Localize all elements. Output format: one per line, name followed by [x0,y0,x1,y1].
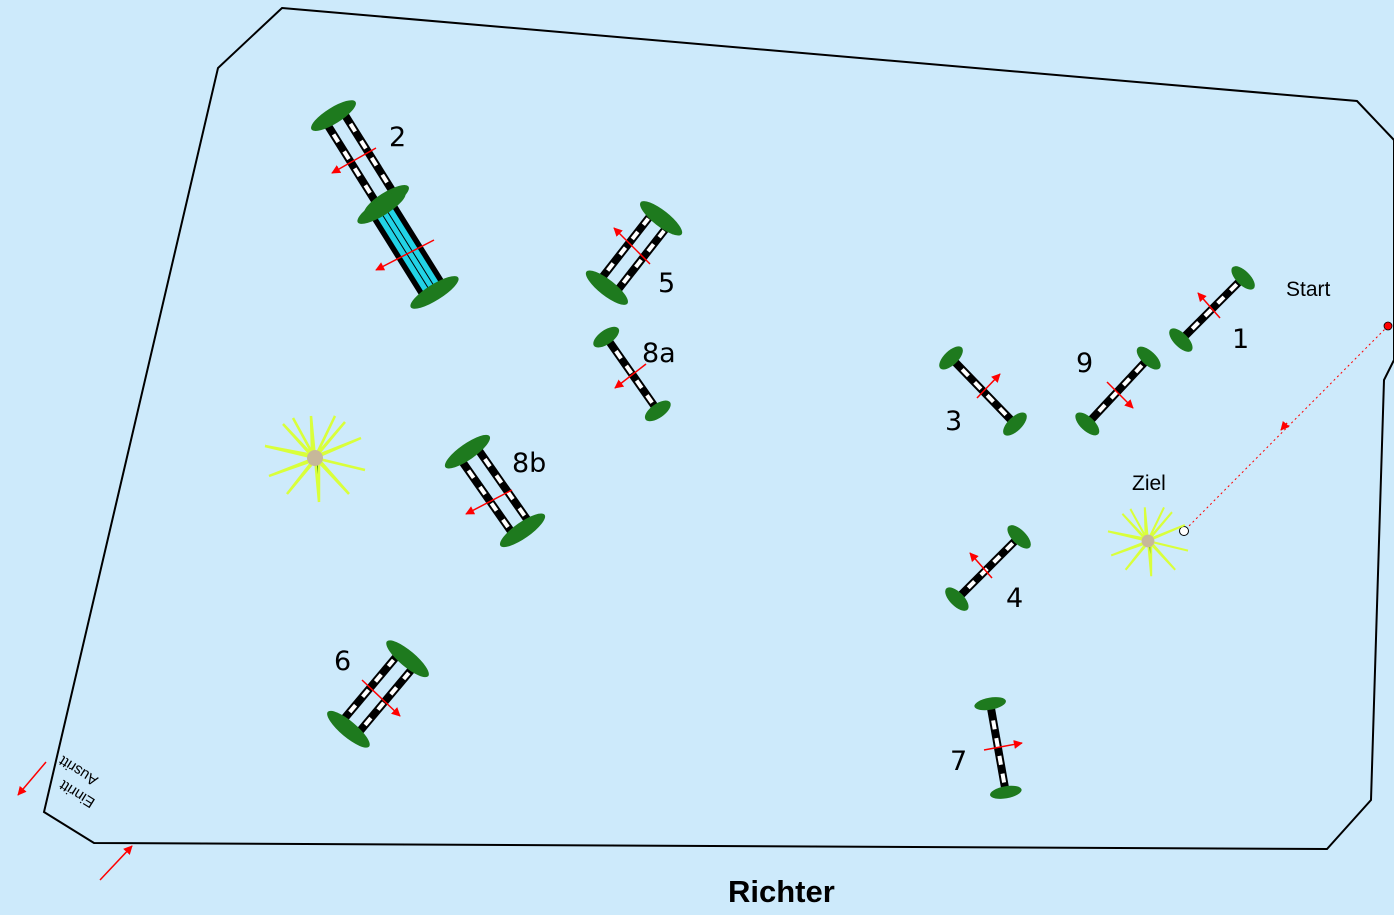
arrow-2 [331,147,377,174]
obstacle-label-5: 5 [658,268,675,299]
obstacle-6 [327,640,429,748]
obstacle-label-6: 6 [334,646,351,677]
palm-plant-icon [1107,506,1189,577]
path-direction-arrow [1280,420,1290,431]
richter-label: Richter [728,874,835,909]
obstacle-4 [945,525,1031,611]
arrow-3 [976,373,1001,399]
entry-arrow [99,845,133,881]
start-marker [1383,321,1393,331]
arrow-4 [969,552,993,579]
obstacle-9 [1075,346,1161,436]
palm-plant-icon [264,415,366,503]
arrow-8b [465,489,513,515]
start-label: Start [1286,278,1331,301]
obstacle-label-2: 2 [389,122,406,153]
obstacle-8b [444,434,546,548]
arrow-1 [1197,292,1221,319]
obstacle-label-3: 3 [945,406,962,437]
obstacle-label-9: 9 [1076,348,1093,379]
arrow-5 [613,227,651,265]
arrow-6 [361,679,401,717]
arrow-water [375,239,435,271]
entry-divider [43,811,95,844]
water-jump [357,191,459,309]
obstacle-label-4: 4 [1006,583,1023,614]
obstacle-5 [585,201,683,305]
ziel-label: Ziel [1132,472,1166,495]
exit-arrow [17,761,47,796]
arrow-8a [614,363,647,389]
obstacle-label-7: 7 [950,746,967,777]
obstacle-label-8b: 8b [512,448,546,479]
start-finish-path [1183,325,1389,532]
arena-outline [42,6,1394,851]
obstacle-label-1: 1 [1232,324,1249,355]
obstacle-label-8a: 8a [642,338,676,369]
arrow-9 [1106,381,1134,409]
finish-marker [1179,526,1189,536]
arrow-7 [983,740,1023,751]
